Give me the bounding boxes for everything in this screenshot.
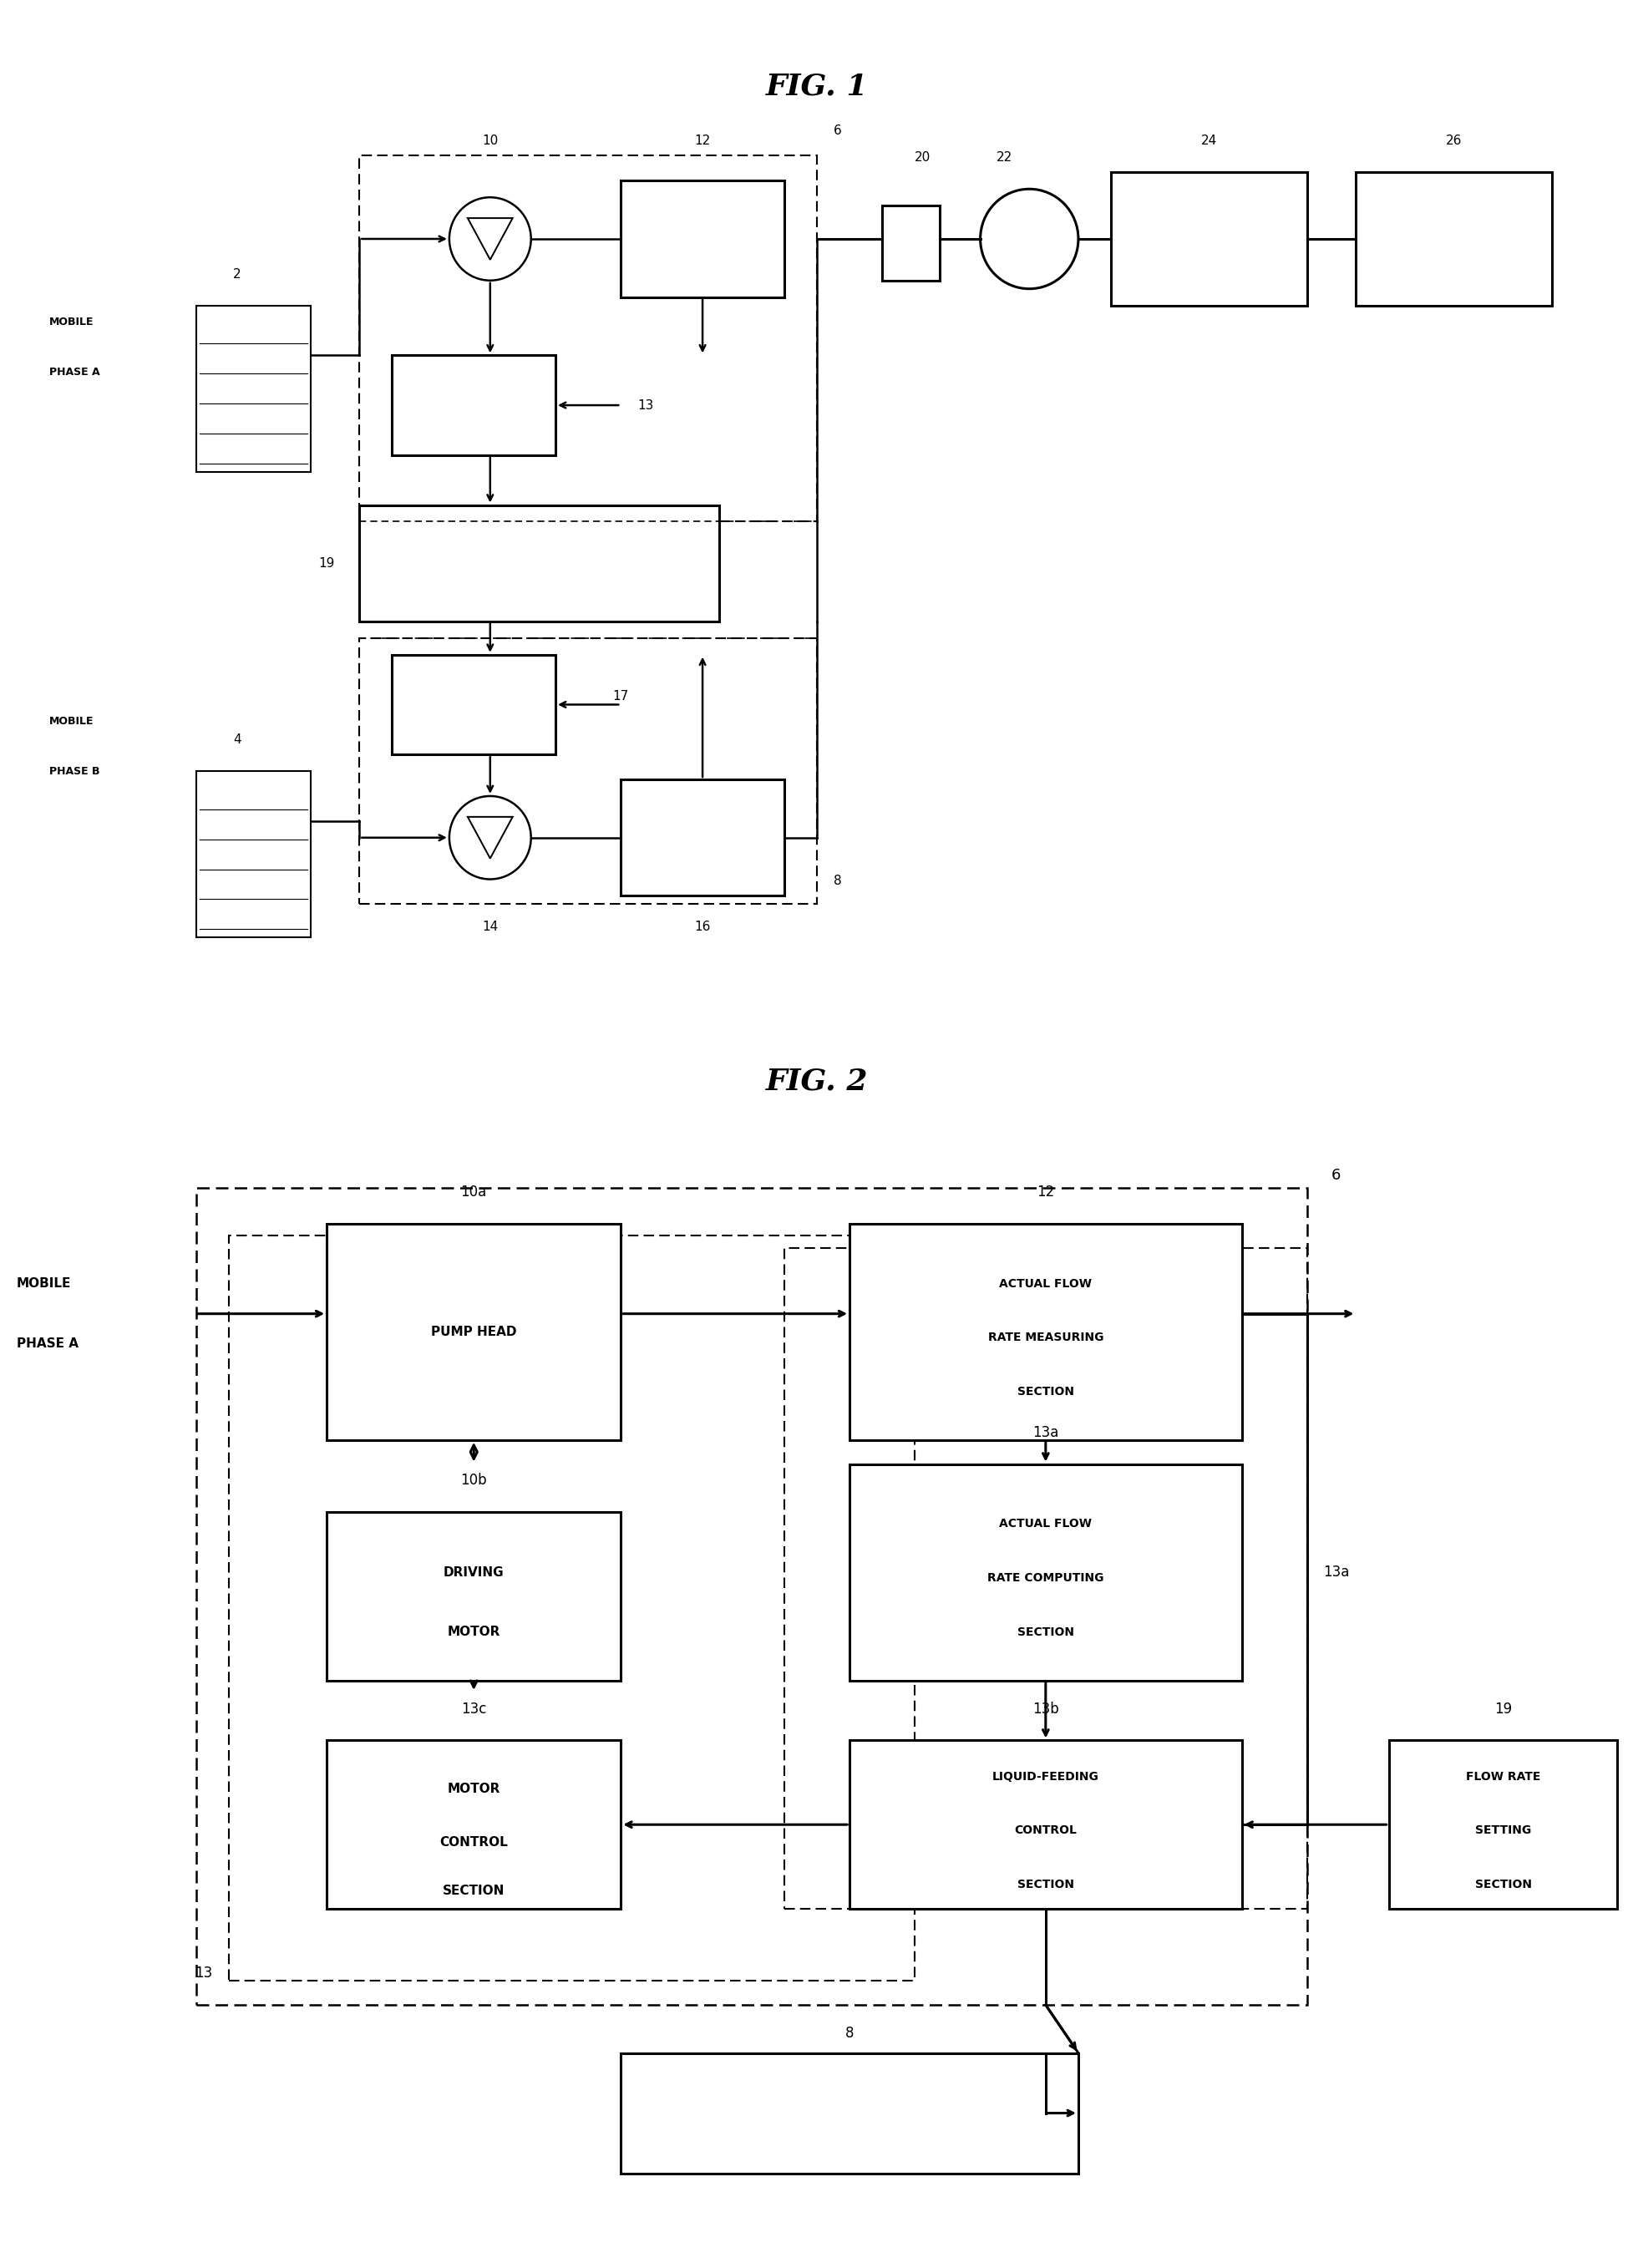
Bar — [882, 206, 939, 281]
Bar — [1388, 1740, 1617, 1910]
Circle shape — [980, 188, 1078, 288]
Text: 13c: 13c — [461, 1701, 487, 1717]
Text: MOBILE: MOBILE — [16, 1277, 70, 1290]
Text: FIG. 2: FIG. 2 — [766, 1068, 867, 1095]
Text: PHASE B: PHASE B — [49, 767, 100, 776]
Text: CONTROL: CONTROL — [439, 1837, 508, 1848]
Bar — [196, 771, 310, 937]
Text: PHASE A: PHASE A — [49, 367, 100, 376]
Text: 12: 12 — [1037, 1184, 1053, 1200]
Text: MOBILE: MOBILE — [49, 318, 93, 327]
Text: 13: 13 — [194, 1966, 212, 1980]
Text: PHASE A: PHASE A — [16, 1338, 78, 1349]
Circle shape — [449, 796, 531, 880]
Text: SECTION: SECTION — [443, 1885, 505, 1896]
Text: 2: 2 — [234, 268, 240, 281]
Bar — [784, 1247, 1306, 1910]
Circle shape — [449, 197, 531, 281]
Text: 13: 13 — [637, 399, 653, 411]
Text: ACTUAL FLOW: ACTUAL FLOW — [999, 1277, 1091, 1290]
Text: MOTOR: MOTOR — [447, 1783, 500, 1794]
Text: PUMP HEAD: PUMP HEAD — [431, 1325, 516, 1338]
Text: 14: 14 — [482, 921, 498, 934]
Text: 16: 16 — [694, 921, 710, 934]
Text: 8: 8 — [844, 2025, 854, 2041]
Text: LIQUID-FEEDING: LIQUID-FEEDING — [991, 1771, 1099, 1783]
Text: 19: 19 — [1494, 1701, 1511, 1717]
Bar — [359, 637, 817, 905]
Text: SECTION: SECTION — [1017, 1626, 1073, 1637]
Text: MOTOR: MOTOR — [447, 1626, 500, 1637]
Text: 22: 22 — [996, 152, 1012, 163]
Text: 6: 6 — [833, 125, 841, 136]
Text: 6: 6 — [1331, 1168, 1341, 1184]
Text: 19: 19 — [318, 558, 335, 569]
Text: RATE MEASURING: RATE MEASURING — [988, 1331, 1102, 1343]
Text: SECTION: SECTION — [1017, 1878, 1073, 1892]
Bar — [327, 1513, 621, 1681]
Text: 26: 26 — [1445, 134, 1462, 147]
Bar — [621, 2053, 1078, 2173]
Text: 13a: 13a — [1032, 1424, 1058, 1440]
Text: 24: 24 — [1200, 134, 1217, 147]
Bar — [392, 356, 555, 456]
Text: MOBILE: MOBILE — [49, 717, 93, 726]
Text: FLOW RATE: FLOW RATE — [1465, 1771, 1540, 1783]
Bar — [849, 1225, 1241, 1440]
Text: 10: 10 — [482, 134, 498, 147]
Text: 8: 8 — [833, 875, 841, 887]
Text: 12: 12 — [694, 134, 710, 147]
Bar — [1355, 172, 1551, 306]
Bar — [359, 156, 817, 522]
Bar — [621, 181, 784, 297]
Text: 10a: 10a — [461, 1184, 487, 1200]
Text: 13a: 13a — [1323, 1565, 1349, 1581]
Bar — [392, 655, 555, 755]
Text: ACTUAL FLOW: ACTUAL FLOW — [999, 1517, 1091, 1531]
Bar — [621, 780, 784, 896]
Bar — [196, 1188, 1306, 2005]
Text: 17: 17 — [612, 689, 629, 703]
Text: 13b: 13b — [1032, 1701, 1058, 1717]
Text: 20: 20 — [914, 152, 931, 163]
Text: DRIVING: DRIVING — [443, 1565, 505, 1579]
Text: 10b: 10b — [461, 1472, 487, 1488]
Text: SECTION: SECTION — [1475, 1878, 1530, 1892]
Text: CONTROL: CONTROL — [1014, 1826, 1076, 1837]
Text: FIG. 1: FIG. 1 — [766, 73, 867, 102]
Bar — [849, 1465, 1241, 1681]
Text: 18: 18 — [898, 218, 914, 231]
Text: SETTING: SETTING — [1475, 1826, 1530, 1837]
Bar — [359, 506, 719, 621]
Bar — [196, 306, 310, 472]
Text: RATE COMPUTING: RATE COMPUTING — [986, 1572, 1104, 1583]
Bar — [1110, 172, 1306, 306]
Bar — [229, 1236, 914, 1980]
Bar — [327, 1225, 621, 1440]
Text: 4: 4 — [234, 733, 240, 746]
Text: SECTION: SECTION — [1017, 1386, 1073, 1397]
Bar — [849, 1740, 1241, 1910]
Bar — [327, 1740, 621, 1910]
